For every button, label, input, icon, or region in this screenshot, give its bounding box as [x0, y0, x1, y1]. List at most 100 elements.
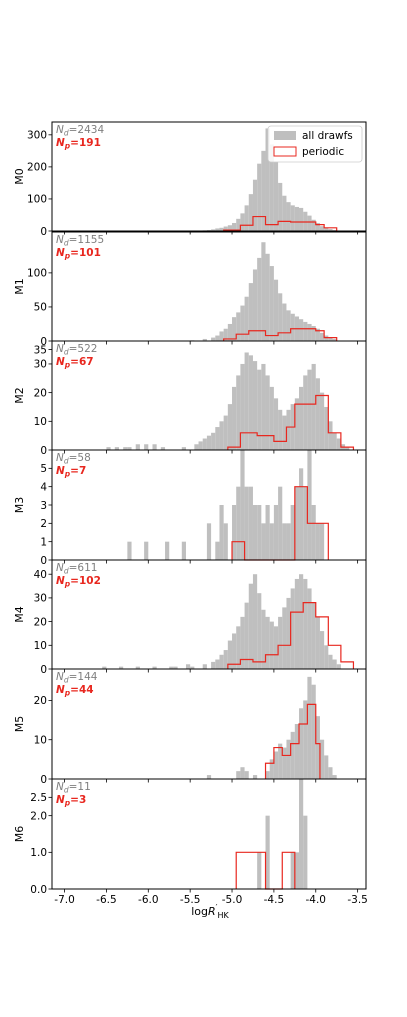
histogram-bar [248, 486, 253, 560]
histogram-bar [236, 218, 241, 231]
y-tick-label: 2 [40, 518, 47, 530]
histogram-bar [332, 659, 337, 669]
nd-count: Nd=522 [56, 343, 97, 357]
histogram-bar [278, 616, 283, 669]
histogram-bar [299, 319, 304, 341]
y-tick-label: 50 [34, 302, 47, 314]
histogram-bar [307, 369, 312, 450]
histogram-bar [319, 332, 325, 341]
y-tick-label: 1 [40, 536, 47, 548]
panel-m6: 0.0 1.0 2.0 2.5 -7.0 -6.5 -6.0 -5.5 -5.0 -4.5 -4.0… [13, 778, 368, 906]
histogram-bar [232, 633, 237, 669]
histogram-bar [269, 523, 274, 560]
histogram-bar [273, 505, 279, 560]
histogram-bar [252, 269, 258, 341]
histogram-bar [319, 392, 325, 450]
histogram-bar [315, 378, 320, 450]
histogram-bar [223, 415, 228, 450]
histogram-bar [118, 666, 124, 669]
histogram-bar [219, 505, 224, 560]
histogram-bar [160, 447, 166, 450]
histogram-bar [265, 505, 270, 560]
x-ticks [64, 450, 359, 454]
all-dwarfs-bars [127, 450, 325, 560]
y-ticks: 0 50 100 [27, 268, 52, 348]
histogram-bar [273, 751, 279, 779]
histogram-bar [240, 213, 245, 231]
histogram-bar [223, 328, 228, 341]
histogram-bar [236, 771, 241, 779]
histogram-bar [211, 229, 216, 231]
histogram-bar [290, 731, 295, 779]
y-tick-label: 200 [27, 162, 47, 174]
histogram-bar [311, 363, 316, 450]
histogram-bar [299, 708, 304, 779]
histogram-bar [290, 505, 295, 560]
y-tick-label: 300 [27, 130, 47, 142]
all-dwarfs-bars [190, 242, 337, 341]
histogram-bar [252, 574, 258, 669]
x-tick-label: -3.5 [347, 894, 368, 906]
histogram-bar [328, 337, 333, 341]
histogram-bar [257, 257, 262, 341]
np-count: Np=67 [56, 356, 94, 370]
histogram-bar [165, 541, 170, 560]
histogram-bar [127, 541, 132, 560]
panel-frame [51, 778, 367, 890]
histogram-bar [311, 219, 316, 231]
x-tick-label: -6.0 [138, 894, 159, 906]
histogram-bar [303, 375, 308, 450]
histogram-bar [328, 654, 333, 669]
all-dwarfs-bars [257, 779, 308, 889]
histogram-bar [286, 597, 291, 669]
y-tick-label: 30 [34, 359, 47, 371]
histogram-bar [232, 222, 237, 231]
histogram-bar [286, 739, 291, 779]
periodic-step-line [264, 703, 321, 779]
histogram-bar [299, 468, 304, 560]
histogram-bar [211, 337, 216, 341]
y-tick-label: 30 [34, 593, 47, 605]
histogram-bar [232, 317, 237, 341]
histogram-bar [257, 593, 262, 669]
histogram-bar [265, 616, 270, 669]
histogram-bar [269, 621, 274, 669]
x-tick-label: -7.0 [54, 894, 75, 906]
all-dwarfs-bars [106, 352, 350, 450]
histogram-bar [294, 852, 300, 889]
histogram-bar [223, 650, 228, 669]
histogram-bar [299, 207, 304, 231]
histogram-bar [269, 759, 274, 779]
histogram-bar [181, 541, 186, 560]
histogram-bar [185, 664, 191, 669]
histogram-bar [328, 767, 333, 779]
histogram-bar [278, 743, 283, 779]
histogram-bar [152, 666, 157, 669]
histogram-bar [278, 486, 283, 560]
histogram-bar [282, 415, 287, 450]
histogram-bar [315, 716, 320, 779]
histogram-bar [215, 659, 220, 669]
histogram-bar [315, 222, 320, 231]
histogram-bar [307, 676, 312, 779]
histogram-bar [290, 313, 295, 341]
panel-label: M2 [13, 387, 26, 404]
y-tick-label: 10 [34, 416, 47, 428]
histogram-bar [307, 215, 312, 231]
histogram-bar [265, 771, 270, 779]
histogram-bar [265, 815, 270, 889]
x-tick-label: -4.0 [306, 894, 327, 906]
histogram-bar [311, 326, 316, 341]
histogram-bar [223, 226, 228, 231]
panel-label: M0 [13, 168, 26, 185]
histogram-bar [102, 666, 107, 669]
histogram-bar [294, 724, 300, 779]
all-dwarfs-bars [102, 574, 341, 669]
np-count: Np=102 [56, 575, 101, 589]
y-ticks: 0 10 20 [34, 695, 52, 786]
